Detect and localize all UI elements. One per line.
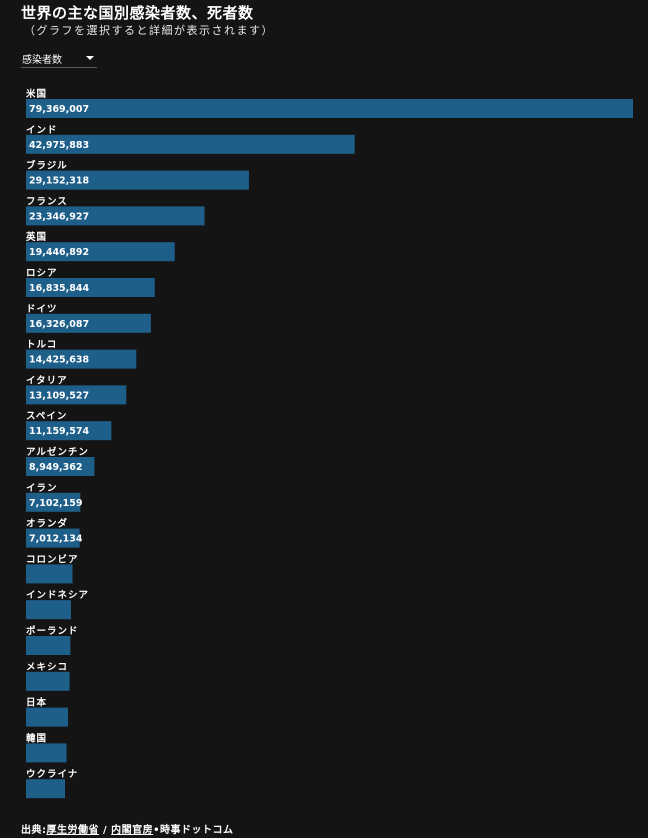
bar-group[interactable]: メキシコ bbox=[26, 662, 70, 691]
value-label: 19,446,892 bbox=[29, 247, 89, 258]
bar-group[interactable]: ポーランド bbox=[26, 625, 79, 655]
metric-select-value: 感染者数 bbox=[22, 55, 62, 66]
category-label: アルゼンチン bbox=[26, 446, 89, 458]
value-label: 13,109,527 bbox=[29, 390, 89, 401]
value-label: 16,835,844 bbox=[29, 283, 89, 294]
value-label: 79,369,007 bbox=[29, 104, 89, 115]
source-suffix: •時事ドットコム bbox=[153, 825, 234, 836]
bar[interactable] bbox=[26, 636, 71, 655]
bar-group[interactable]: ドイツ 16,326,087 bbox=[26, 304, 151, 333]
bar[interactable] bbox=[26, 421, 112, 441]
bar-group[interactable]: ロシア 16,835,844 bbox=[26, 268, 155, 297]
bar[interactable] bbox=[26, 492, 81, 512]
category-label: ドイツ bbox=[26, 304, 58, 315]
category-label: 日本 bbox=[26, 697, 47, 709]
bar-group[interactable]: フランス 23,346,927 bbox=[26, 196, 205, 226]
bar-group[interactable]: ブラジル 29,152,318 bbox=[26, 160, 249, 190]
bar-group[interactable]: 英国 19,446,892 bbox=[26, 231, 175, 262]
value-label: 7,102,159 bbox=[29, 498, 83, 509]
category-label: ウクライナ bbox=[26, 769, 78, 780]
category-label: メキシコ bbox=[26, 662, 68, 673]
bar[interactable] bbox=[26, 313, 151, 333]
bar[interactable] bbox=[26, 99, 633, 118]
source-link-mhlw[interactable]: 厚生労働省 bbox=[46, 825, 99, 836]
bar[interactable] bbox=[26, 170, 249, 190]
category-label: ポーランド bbox=[26, 625, 79, 637]
category-label: インド bbox=[26, 125, 58, 136]
category-label: イラン bbox=[26, 483, 58, 494]
category-label: 英国 bbox=[26, 231, 47, 243]
bar-group[interactable]: イラン 7,102,159 bbox=[26, 483, 83, 512]
category-label: コロンビア bbox=[26, 553, 79, 565]
bar[interactable] bbox=[26, 779, 66, 799]
bar[interactable] bbox=[26, 385, 127, 405]
page-title: 世界の主な国別感染者数、死者数 bbox=[21, 4, 254, 22]
bar-group[interactable]: スペイン 11,159,574 bbox=[26, 411, 112, 441]
category-label: 米国 bbox=[25, 88, 47, 100]
bar[interactable] bbox=[26, 564, 73, 584]
bar[interactable] bbox=[26, 242, 175, 262]
bar[interactable] bbox=[26, 457, 95, 476]
bar[interactable] bbox=[26, 528, 80, 548]
bar-group[interactable]: インドネシア bbox=[26, 590, 89, 620]
category-label: 韓国 bbox=[26, 732, 47, 744]
category-label: イタリア bbox=[26, 374, 68, 386]
category-label: インドネシア bbox=[26, 590, 89, 601]
bar[interactable] bbox=[26, 707, 69, 727]
bar[interactable] bbox=[26, 278, 155, 297]
category-label: フランス bbox=[26, 196, 68, 207]
value-label: 42,975,883 bbox=[29, 140, 89, 151]
bar-group[interactable]: アルゼンチン 8,949,362 bbox=[26, 446, 95, 476]
bar-group[interactable]: 米国 79,369,007 bbox=[25, 88, 633, 118]
page-subtitle: （グラフを選択すると詳細が表示されます） bbox=[24, 24, 274, 37]
bar-group[interactable]: 日本 bbox=[26, 697, 69, 727]
source-footer: 出典:厚生労働省 / 内閣官房•時事ドットコム bbox=[21, 821, 234, 836]
category-label: トルコ bbox=[26, 340, 57, 351]
source-prefix: 出典: bbox=[21, 825, 47, 836]
bar-group[interactable]: コロンビア bbox=[26, 553, 79, 584]
category-label: オランダ bbox=[26, 518, 68, 530]
value-label: 11,159,574 bbox=[29, 426, 89, 437]
value-label: 29,152,318 bbox=[29, 176, 89, 187]
source-link-cabinet[interactable]: 内閣官房 bbox=[111, 825, 154, 836]
source-separator: / bbox=[99, 825, 112, 836]
value-label: 23,346,927 bbox=[29, 211, 89, 222]
bar-group[interactable]: 韓国 bbox=[26, 732, 67, 763]
value-label: 7,012,134 bbox=[29, 534, 83, 545]
bar[interactable] bbox=[26, 743, 67, 763]
bar[interactable] bbox=[26, 349, 137, 369]
category-label: ブラジル bbox=[26, 160, 68, 172]
metric-select[interactable]: 感染者数 bbox=[21, 48, 97, 68]
value-label: 16,326,087 bbox=[29, 319, 89, 330]
value-label: 8,949,362 bbox=[29, 462, 83, 473]
bar[interactable] bbox=[26, 206, 205, 226]
bar[interactable] bbox=[26, 671, 70, 691]
bar-group[interactable]: トルコ 14,425,638 bbox=[26, 340, 137, 369]
bar-group[interactable]: イタリア 13,109,527 bbox=[26, 374, 127, 405]
category-label: スペイン bbox=[26, 411, 67, 422]
bar-group[interactable]: インド 42,975,883 bbox=[26, 125, 355, 154]
chevron-down-icon bbox=[86, 56, 94, 60]
bar-group[interactable]: ウクライナ bbox=[26, 769, 78, 799]
bar[interactable] bbox=[26, 600, 71, 620]
bar-group[interactable]: オランダ 7,012,134 bbox=[26, 518, 83, 548]
category-label: ロシア bbox=[26, 268, 58, 279]
bar[interactable] bbox=[26, 134, 355, 154]
value-label: 14,425,638 bbox=[29, 355, 89, 366]
